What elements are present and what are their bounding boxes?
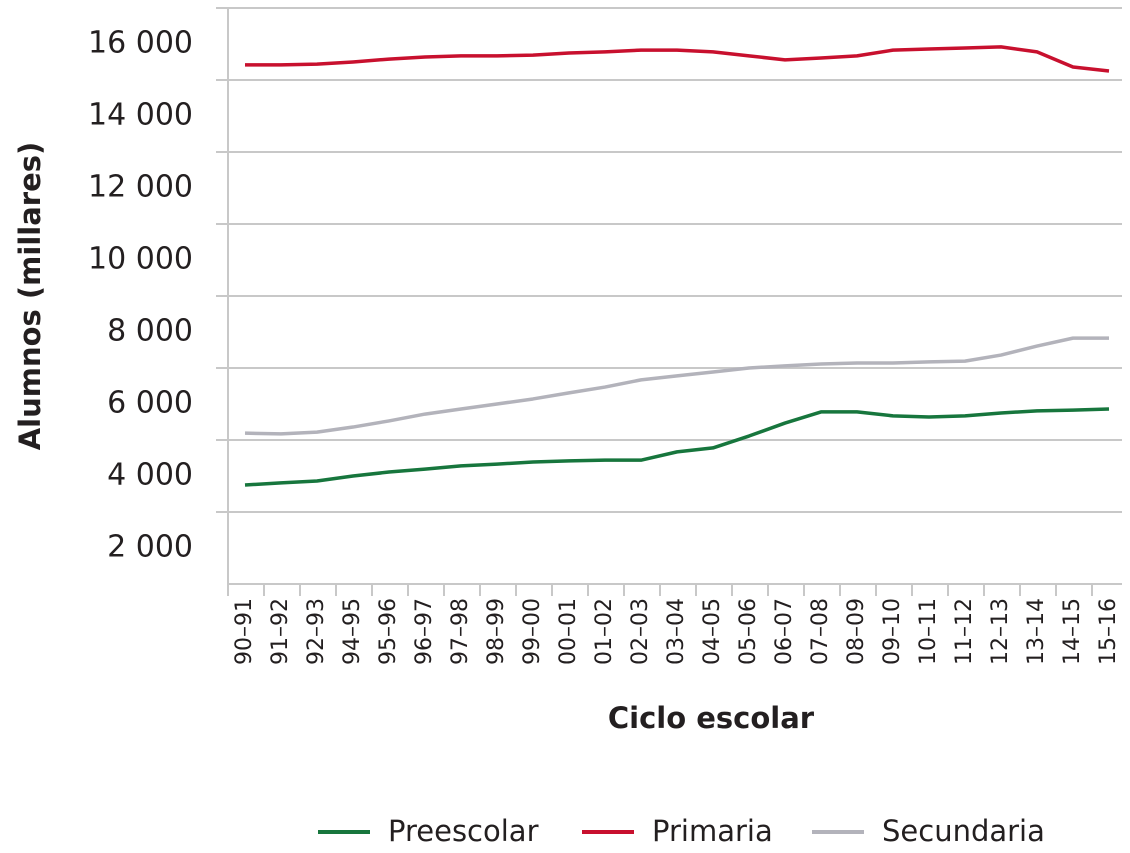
x-tick-label: 94–95 <box>340 598 365 665</box>
x-tick-label: 02–03 <box>628 598 653 665</box>
series-line <box>245 45 1110 73</box>
x-tick-label: 06–07 <box>772 598 797 665</box>
x-tick-label: 98–99 <box>484 598 509 665</box>
x-tick-label: 91–92 <box>268 598 293 665</box>
y-tick-label: 8 000 <box>107 314 193 349</box>
x-tick-label: 13–14 <box>1024 598 1049 665</box>
x-tick-label: 01–02 <box>592 598 617 665</box>
y-tick-label: 10 000 <box>88 242 193 277</box>
x-tick-label: 92–93 <box>304 598 329 665</box>
x-tick-label: 09–10 <box>880 598 905 665</box>
x-tick-label: 07–08 <box>808 598 833 665</box>
y-tick-label: 4 000 <box>107 458 193 493</box>
y-tick-label: 6 000 <box>107 386 193 421</box>
x-tick-label: 95–96 <box>376 598 401 665</box>
x-tick-label: 10–11 <box>916 598 941 665</box>
x-axis-label: Ciclo escolar <box>608 701 815 735</box>
legend-label: Primaria <box>652 814 773 848</box>
y-axis-label: Alumnos (millares) <box>13 142 47 451</box>
series-line <box>244 407 1110 487</box>
x-tick-label: 04–05 <box>700 598 725 665</box>
y-tick-label: 2 000 <box>107 530 193 565</box>
series-line <box>244 336 1109 436</box>
x-tick-label: 11–12 <box>952 598 977 665</box>
x-tick-label: 90–91 <box>232 598 257 665</box>
x-tick-label: 96–97 <box>412 598 437 665</box>
x-tick-label: 97–98 <box>448 598 473 665</box>
legend-label: Preescolar <box>388 814 539 848</box>
y-tick-label: 12 000 <box>88 170 193 205</box>
x-tick-label: 99–00 <box>520 598 545 665</box>
legend-label: Secundaria <box>882 814 1045 848</box>
x-tick-label: 03–04 <box>664 598 689 665</box>
x-tick-label: 08–09 <box>844 598 869 665</box>
y-tick-label: 16 000 <box>88 26 193 61</box>
x-tick-label: 14–15 <box>1060 598 1085 665</box>
x-tick-label: 00–01 <box>556 598 581 665</box>
x-tick-label: 12–13 <box>988 598 1013 665</box>
x-tick-label: 05–06 <box>736 598 761 665</box>
y-tick-label: 14 000 <box>88 98 193 133</box>
x-tick-label: 15–16 <box>1096 598 1121 665</box>
